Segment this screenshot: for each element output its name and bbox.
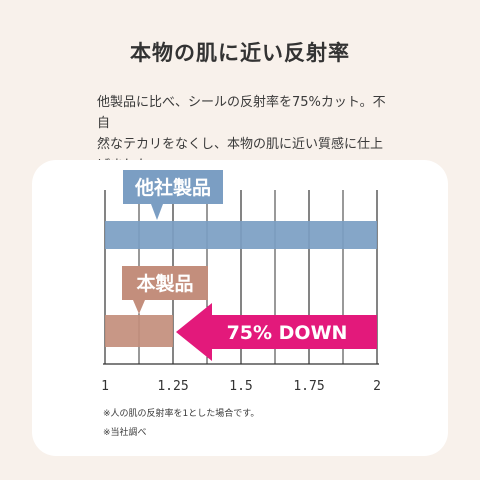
label-our-product-pointer xyxy=(133,300,145,314)
bar-other-product xyxy=(105,221,377,249)
label-our-product-box xyxy=(122,266,208,300)
tick-label: 1 xyxy=(101,379,109,394)
footnotes: ※人の肌の反射率を1とした場合です。 ※当社調べ xyxy=(103,407,259,438)
tick-label: 2 xyxy=(373,379,381,394)
label-other-product-pointer xyxy=(151,204,163,220)
bars xyxy=(105,221,377,347)
tick-label: 1.5 xyxy=(229,379,252,394)
tick-label: 1.25 xyxy=(157,379,188,394)
chart-panel xyxy=(32,160,448,456)
label-other-product: 他社製品 xyxy=(134,176,211,199)
footnote: ※人の肌の反射率を1とした場合です。 xyxy=(103,407,259,419)
footnote: ※当社調べ xyxy=(103,426,147,438)
description-line: 然なテカリをなくし、本物の肌に近い質感に仕上 xyxy=(97,137,384,152)
tick-label: 1.75 xyxy=(293,379,324,394)
label-other-product-box xyxy=(123,170,223,204)
tick-labels: 1 1.25 1.5 1.75 2 xyxy=(101,379,381,394)
label-our-product: 本製品 xyxy=(136,272,193,295)
description-line: 他製品に比べ、シールの反射率を75%カット。不自 xyxy=(97,95,386,131)
page-title: 本物の肌に近い反射率 xyxy=(130,41,350,65)
down-arrow xyxy=(176,303,377,361)
annotation-75-down: 75% DOWN xyxy=(227,322,348,344)
bar-our-product xyxy=(105,315,173,347)
